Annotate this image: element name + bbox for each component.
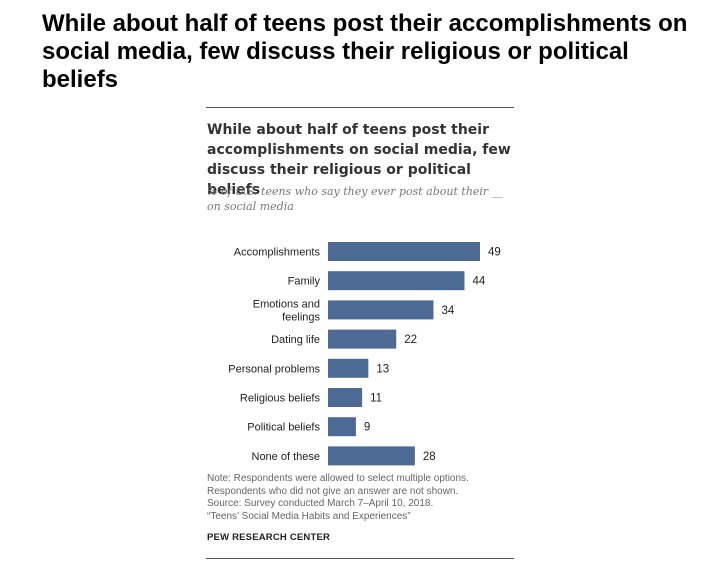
- value-label: 9: [364, 422, 370, 434]
- bar: [328, 271, 465, 291]
- bar: [328, 358, 369, 378]
- value-label: 49: [488, 247, 501, 259]
- category-label: None of these: [252, 451, 321, 463]
- value-label: 22: [404, 334, 417, 346]
- value-label: 28: [423, 451, 436, 463]
- category-label: Religious beliefs: [240, 393, 321, 405]
- source-line: Source: Survey conducted March 7–April 1…: [207, 498, 434, 509]
- pew-research-logo: PEW RESEARCH CENTER: [207, 532, 331, 543]
- bar: [328, 300, 434, 320]
- chart-notes: Note: Respondents were allowed to select…: [207, 473, 517, 523]
- bar: [328, 446, 415, 466]
- category-label: Accomplishments: [234, 247, 321, 259]
- top-divider: [206, 107, 514, 108]
- bar: [328, 388, 363, 407]
- category-label: Dating life: [271, 334, 320, 346]
- bar: [328, 329, 397, 349]
- value-label: 13: [376, 363, 389, 375]
- note-line: Respondents who did not give an answer a…: [207, 485, 459, 497]
- bar: [328, 242, 480, 261]
- chart-subtitle: % of U.S. teens who say they ever post a…: [207, 185, 503, 213]
- category-label: Emotions and feelings: [253, 298, 321, 323]
- category-label: Political beliefs: [247, 422, 320, 434]
- value-label: 34: [441, 305, 454, 317]
- category-label: Family: [288, 276, 321, 288]
- report-title-line: “Teens’ Social Media Habits and Experien…: [207, 510, 411, 522]
- bar-chart: Accomplishments 49 Family 44 Emotions and fee…: [228, 242, 501, 466]
- chart-title: While about half of teens post their acc…: [207, 122, 511, 198]
- category-label: Personal problems: [228, 363, 320, 375]
- value-label: 44: [472, 276, 485, 288]
- headline: While about half of teens post their acc…: [42, 10, 688, 93]
- note-line: Note: Respondents were allowed to select…: [207, 473, 469, 484]
- bar: [328, 417, 356, 437]
- value-label: 11: [370, 393, 382, 405]
- bottom-divider: [206, 558, 514, 559]
